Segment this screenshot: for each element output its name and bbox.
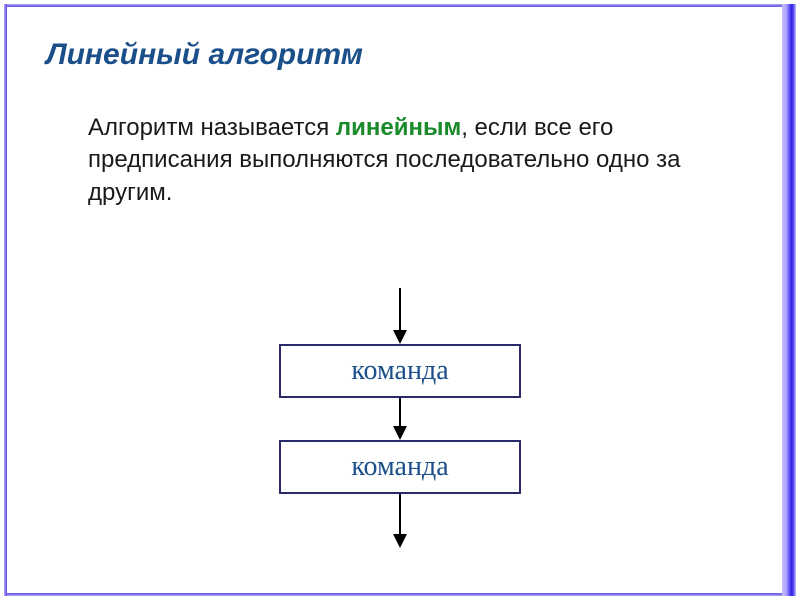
arrow-head-icon	[393, 330, 407, 344]
arrow-line	[399, 288, 401, 332]
flowchart-node: команда	[279, 440, 521, 494]
arrow-head-icon	[393, 426, 407, 440]
arrow-line	[399, 398, 401, 428]
frame-border-bottom	[4, 593, 796, 596]
definition-keyword: линейным	[336, 114, 461, 141]
slide-title: Линейный алгоритм	[46, 38, 363, 72]
frame-border-top	[4, 4, 796, 7]
arrow-head-icon	[393, 534, 407, 548]
flowchart-node: команда	[279, 344, 521, 398]
slide: Линейный алгоритм Алгоритм называется ли…	[0, 0, 800, 600]
definition-text: Алгоритм называется линейным, если все е…	[88, 112, 694, 209]
flowchart: команда команда	[0, 288, 800, 574]
definition-prefix: Алгоритм называется	[88, 114, 336, 141]
arrow-line	[399, 494, 401, 536]
